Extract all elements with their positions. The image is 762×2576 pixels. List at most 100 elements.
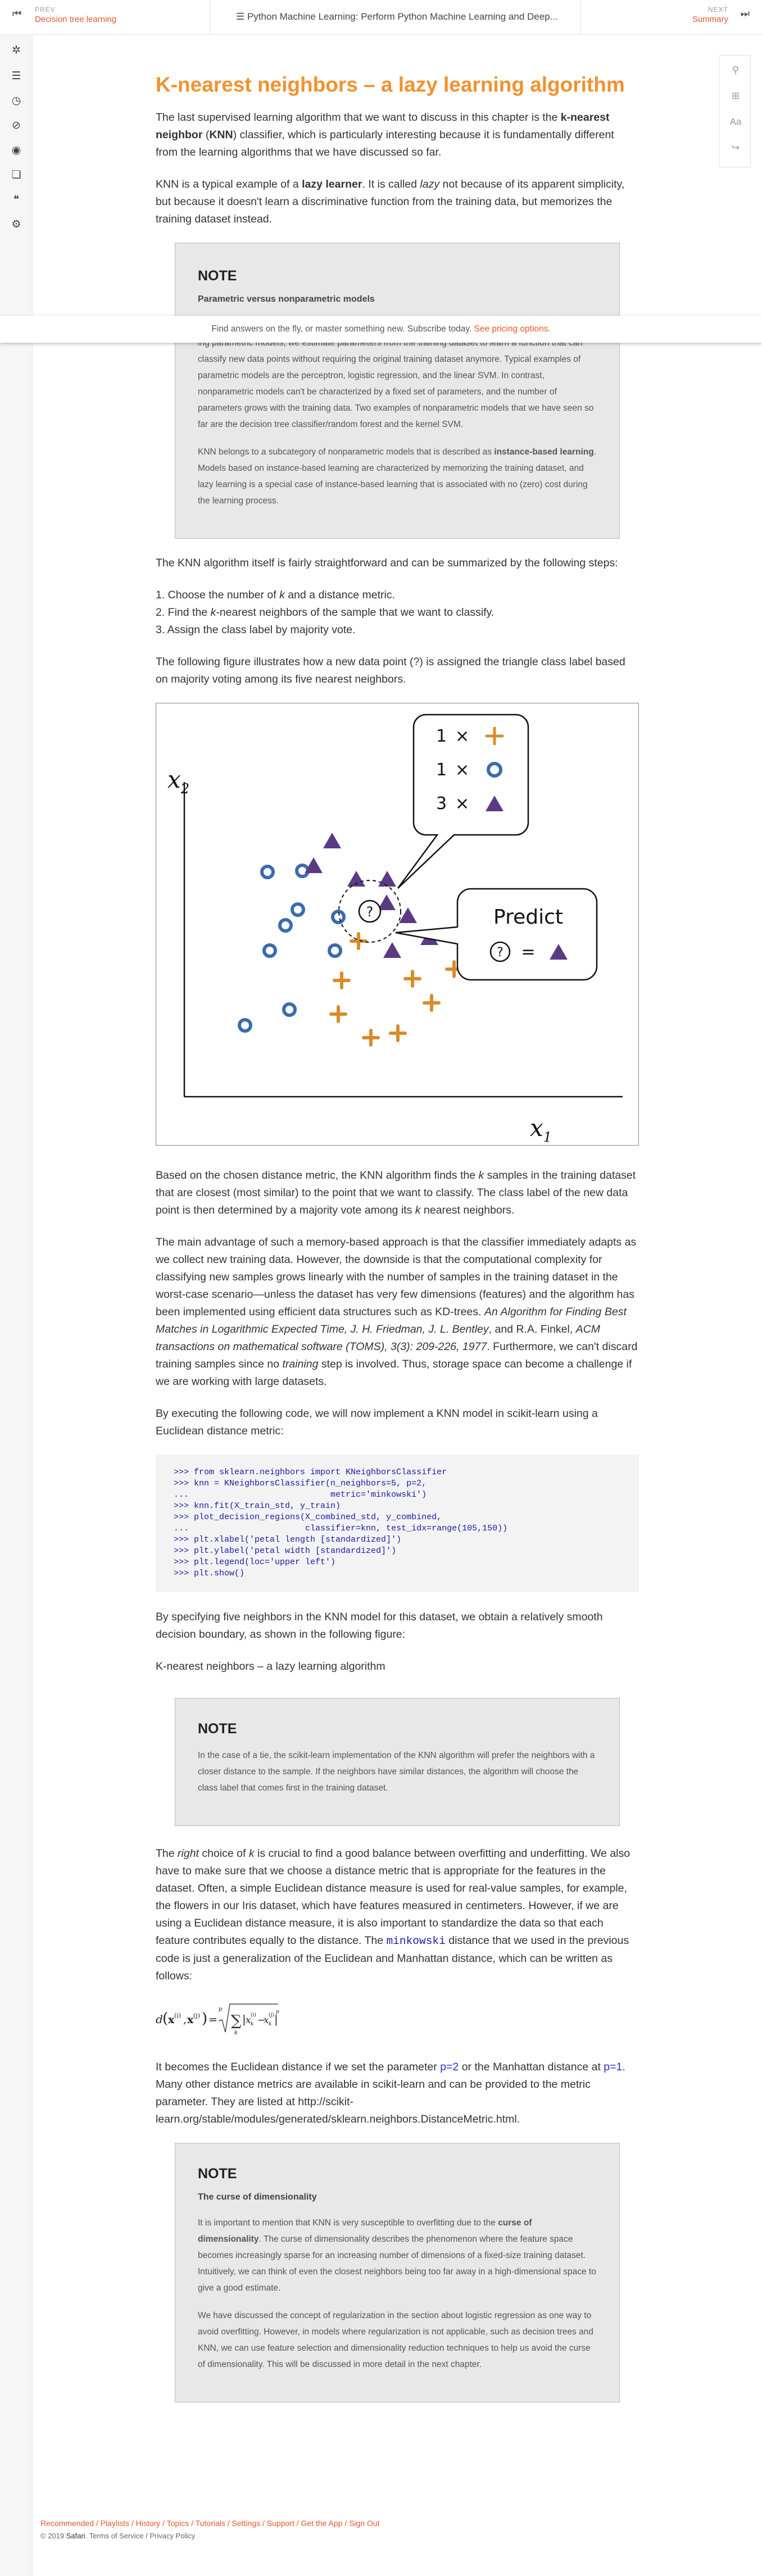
highlights-icon[interactable]: ◉ [11,144,21,156]
cross-class-points [329,932,463,1047]
paragraph: By executing the following code, we will… [156,1407,598,1437]
back-arrow-icon[interactable]: ⏮ [12,8,22,19]
svg-text:(j): (j) [269,2012,274,2018]
prev-title[interactable]: Decision tree learning [35,15,117,24]
predict-triangle-symbol [550,944,568,960]
chapter-content: K-nearest neighbors – a lazy learning al… [156,73,639,2418]
cross-point [329,1005,347,1023]
quote-icon[interactable]: ❝ [13,193,20,206]
reader-tools: ⚲ ⊞ Aa ↪ [719,55,751,167]
prev-link[interactable]: PREV Decision tree learning [35,6,116,24]
svg-text:(: ( [162,2010,168,2027]
paragraph: It becomes the Euclidean distance if we … [156,2061,625,2125]
svg-text:x: x [168,2014,175,2026]
explore-icon[interactable]: ⊘ [12,119,21,131]
legend-rows: 1 × 1 × 3 × [436,726,469,814]
svg-text:(i): (i) [251,2012,256,2018]
circle-class-points [238,864,346,1033]
neighborhood-circle [338,880,401,943]
circle-point [238,1018,252,1033]
forward-arrow-icon[interactable]: ⏭ [740,8,750,19]
triangle-point [383,942,401,958]
table-of-contents-icon[interactable]: ☰ [11,70,21,82]
subscribe-banner: Find answers on the fly, or master somet… [0,316,762,343]
svg-text:k: k [269,2021,271,2027]
circle-point [260,865,275,879]
paragraph: Based on the chosen distance metric, the… [156,1169,636,1216]
cross-point [423,994,441,1012]
figure-caption: K-nearest neighbors – a lazy learning al… [156,1660,385,1673]
history-icon[interactable]: ◷ [11,94,21,107]
font-size-icon[interactable]: Aa [729,116,742,127]
svg-text:(i): (i) [174,2012,181,2019]
code-block: >>> from sklearn.neighbors import KNeigh… [156,1455,639,1592]
share-icon[interactable]: ↪ [731,142,740,153]
step-item: 1. Choose the number of k and a distance… [156,589,395,601]
svg-text:x: x [246,2015,251,2026]
note-paragraph: It is important to mention that KNN is v… [198,2218,596,2293]
svg-text:p: p [276,2009,279,2015]
note-paragraph: In the case of a tie, the scikit-learn i… [198,1751,595,1793]
query-point [358,899,382,923]
paragraph: By specifying five neighbors in the KNN … [156,1611,603,1641]
circle-point [331,910,346,924]
svg-text:k: k [251,2021,253,2027]
note-parametric: NOTE Parametric versus nonparametric mod… [175,243,620,539]
svg-text:k: k [234,2030,238,2036]
circle-point [282,1002,297,1017]
step-item: 2. Find the k-nearest neighbors of the s… [156,606,495,619]
note-paragraph: We have discussed the concept of regular… [198,2311,593,2369]
predict-equals: = [521,942,535,962]
step-item: 3. Assign the class label by majority vo… [156,624,356,636]
svg-text:|: | [274,2012,278,2027]
circle-point [291,902,305,917]
legend-count: 3 [436,794,447,814]
bookmark-icon[interactable]: ❏ [11,169,21,181]
triangle-point [323,833,341,848]
svg-text:=: = [208,2014,217,2026]
next-link[interactable]: NEXT Summary [692,6,728,24]
cross-point [389,1024,407,1042]
legend-circle-symbol [487,762,502,778]
add-to-queue-icon[interactable]: ⊞ [731,90,740,101]
section-heading: K-nearest neighbors – a lazy learning al… [156,73,625,96]
book-title[interactable]: ☰ Python Machine Learning: Perform Pytho… [236,11,558,22]
predict-bubble [395,888,598,981]
svg-text:(j): (j) [193,2012,200,2019]
triangle-point [378,871,396,887]
triangle-point [378,894,396,910]
paragraph: The following figure illustrates how a n… [156,656,625,685]
left-sidebar: ✲ ☰ ◷ ⊘ ◉ ❏ ❝ ⚙ [0,35,33,2576]
triangle-point [347,871,365,887]
legend-times: × [455,760,469,780]
svg-text:|: | [242,2012,246,2027]
note-title: NOTE [198,1721,237,1737]
list-icon: ☰ [236,11,247,22]
banner-text: Find answers on the fly, or master somet… [211,324,474,334]
svg-text:d: d [156,2012,163,2026]
pricing-link[interactable]: See pricing options. [474,324,551,334]
formula-graphic: d ( x (i) , x (j) ) = p ∑ k | x k (i) − … [156,2003,279,2036]
note-subtitle: Parametric versus nonparametric models [198,294,375,304]
book-title-text: Python Machine Learning: Perform Python … [247,11,558,22]
paragraph: The KNN algorithm itself is fairly strai… [156,557,618,569]
y-axis-label: x2 [167,766,189,797]
legend-count: 1 [436,760,447,780]
svg-text:x: x [264,2015,269,2026]
note-curse-of-dimensionality: NOTE The curse of dimensionality It is i… [175,2143,620,2402]
search-icon[interactable]: ⚲ [732,65,740,75]
minkowski-formula: d ( x (i) , x (j) ) = p ∑ k | x k (i) − … [156,2000,639,2042]
next-label: NEXT [707,6,728,13]
next-title[interactable]: Summary [692,15,728,24]
paragraph: The last supervised learning algorithm t… [156,111,614,158]
settings-gear-icon[interactable]: ⚙ [11,218,21,230]
steps-list: 1. Choose the number of k and a distance… [156,587,639,639]
predict-query-mark: ? [497,946,504,960]
note-subtitle: The curse of dimensionality [198,2192,317,2202]
legend-triangle-symbol [486,796,504,811]
safari-logo-icon[interactable]: ✲ [12,44,21,56]
note-tie: NOTE In the case of a tie, the scikit-le… [175,1698,620,1826]
footer-copyright: © 2019 Safari. Terms of Service / Privac… [40,2532,196,2540]
footer-links[interactable]: Recommended / Playlists / History / Topi… [40,2519,380,2528]
legend-bubble [397,714,529,889]
